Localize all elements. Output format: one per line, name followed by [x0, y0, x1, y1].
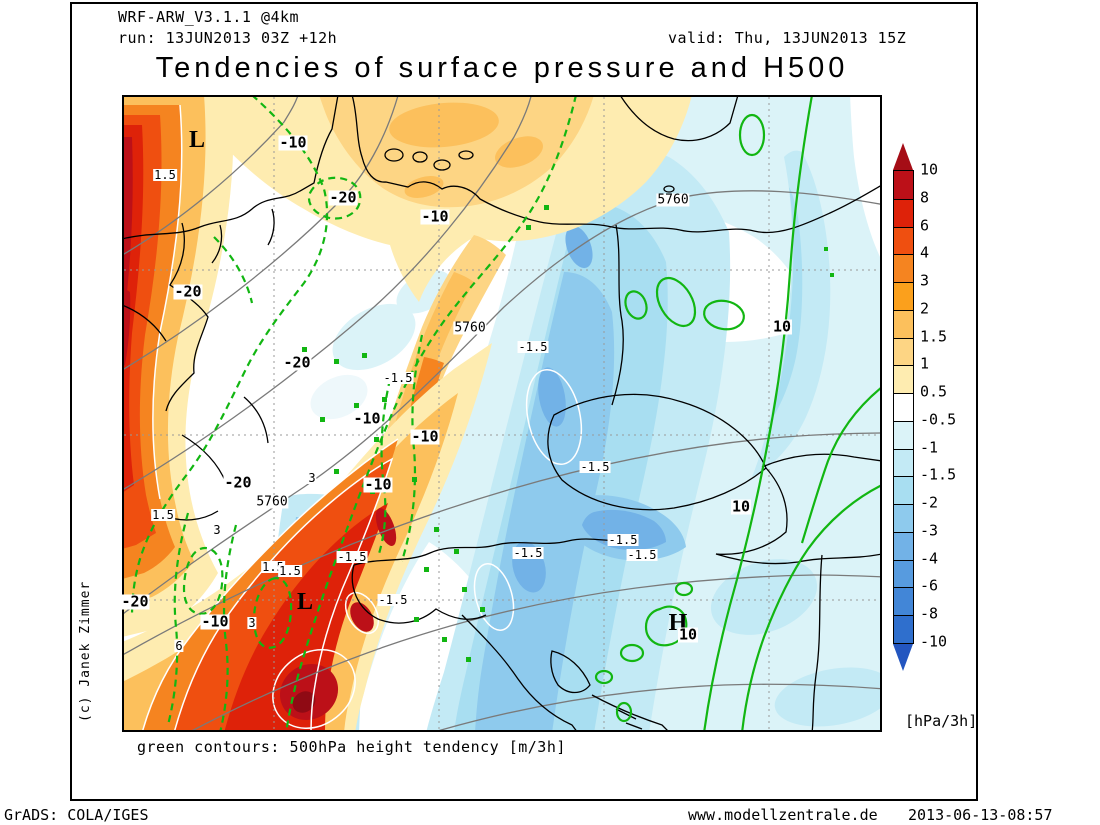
colorbar-cell [894, 531, 913, 560]
colorbar-tick--10: -10 [920, 632, 948, 651]
colorbar-tick--0.5: -0.5 [920, 410, 957, 429]
colorbar-tick--6: -6 [920, 576, 939, 595]
colorbar-tick-3: 3 [920, 271, 930, 290]
weather-map: L L H -10 -10 -10 -10 -10 -10 -20 -20 -20 -20 -20 10 10… [120, 95, 882, 732]
colorbar-cell [894, 615, 913, 643]
colorbar-tick--1: -1 [920, 438, 939, 457]
colorbar-tick-4: 4 [920, 243, 930, 262]
colorbar-tick-0.5: 0.5 [920, 382, 948, 401]
colorbar-cell [894, 420, 913, 449]
colorbar-cell [894, 587, 913, 615]
colorbar-legend: 10 8 6 4 3 2 1.5 1 0.5 -0.5 -1 -1.5 -2 -3 -4 -6 -8 -10 [893, 143, 956, 671]
colorbar-cell [894, 476, 913, 504]
colorbar-cell [894, 393, 913, 421]
colorbar-tick--4: -4 [920, 549, 939, 568]
colorbar-cell [894, 365, 913, 393]
colorbar-cells [893, 170, 914, 644]
height-tendency-contours [130, 97, 880, 730]
colorbar-cell [894, 309, 913, 338]
colorbar-cell [894, 254, 913, 282]
colorbar-tick--2: -2 [920, 493, 939, 512]
colorbar-cell [894, 282, 913, 310]
colorbar-tick-10: 10 [920, 160, 939, 179]
colorbar-tick--3: -3 [920, 521, 939, 540]
colorbar-tick-6: 6 [920, 216, 930, 235]
run-time-label: run: 13JUN2013 03Z +12h [118, 29, 338, 47]
creation-timestamp: 2013-06-13-08:57 [908, 806, 1053, 824]
h500-contours [124, 97, 880, 730]
colorbar-arrow-up [893, 143, 913, 170]
colorbar-cell [894, 198, 913, 227]
colorbar-cell [894, 559, 913, 588]
valid-time-label: valid: Thu, 13JUN2013 15Z [668, 29, 907, 47]
country-borders [124, 97, 880, 730]
colorbar-cell [894, 448, 913, 477]
grads-credit: GrADS: COLA/IGES [4, 806, 149, 824]
model-label: WRF-ARW_V3.1.1 @4km [118, 8, 300, 26]
page-frame [70, 2, 978, 801]
colorbar-tick-1.5: 1.5 [920, 327, 948, 346]
colorbar-tick-2: 2 [920, 299, 930, 318]
colorbar-tick-8: 8 [920, 188, 930, 207]
colorbar-cell [894, 226, 913, 255]
colorbar-arrow-down [893, 643, 913, 671]
colorbar-cell [894, 337, 913, 366]
weather-map-svg [124, 97, 880, 730]
colorbar-cell [894, 504, 913, 532]
colorbar-tick-1: 1 [920, 354, 930, 373]
colorbar-tick--1.5: -1.5 [920, 465, 957, 484]
colorbar-tick--8: -8 [920, 604, 939, 623]
colorbar-cell [894, 171, 913, 199]
website-label: www.modellzentrale.de [688, 806, 878, 824]
green-contour-caption: green contours: 500hPa height tendency [… [137, 738, 566, 756]
page-title: Tendencies of surface pressure and H500 [155, 52, 849, 84]
author-credit: (c) Janek Zimmer [78, 580, 93, 722]
colorbar-unit-label: [hPa/3h] [905, 712, 978, 730]
